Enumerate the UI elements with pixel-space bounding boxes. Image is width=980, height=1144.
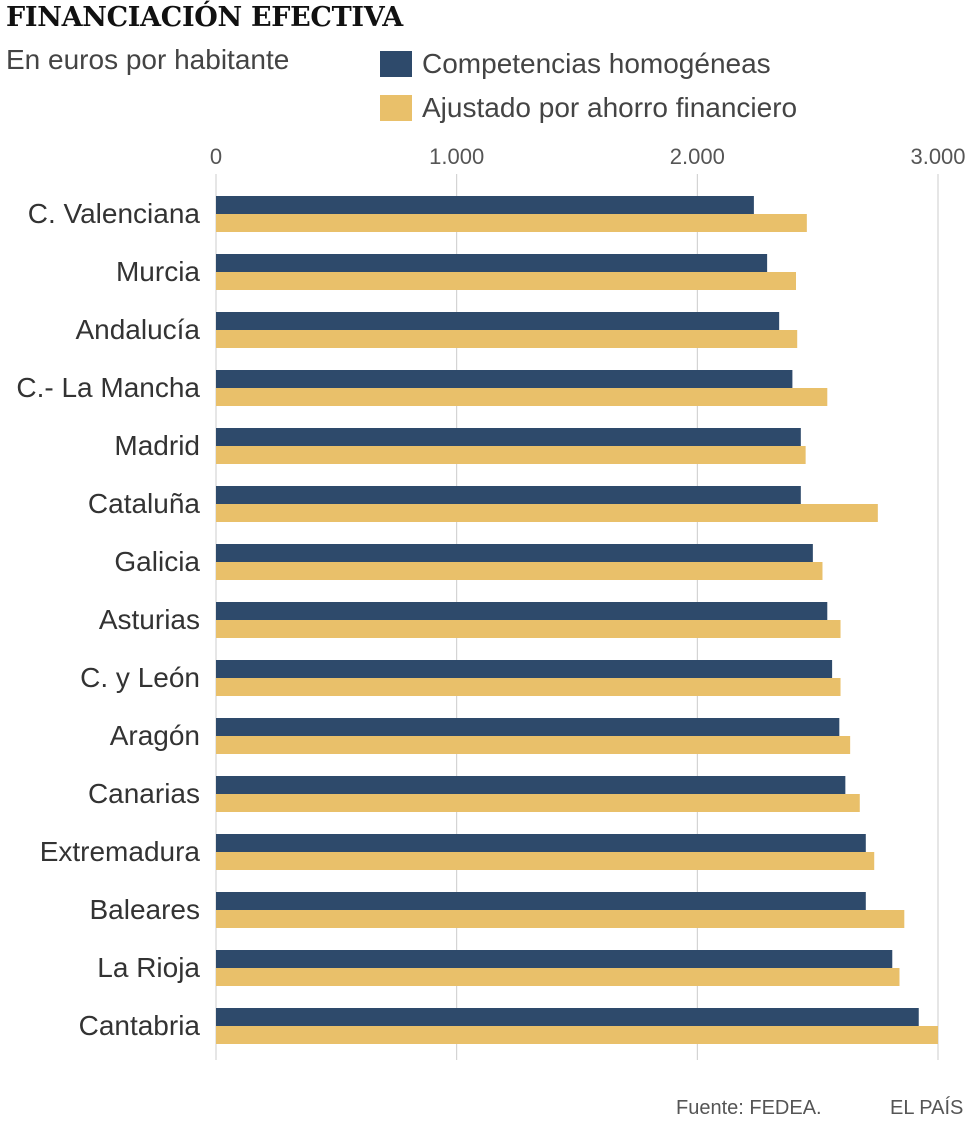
bar-0-3 — [216, 370, 793, 388]
bar-1-4 — [216, 446, 806, 464]
chart-title: FINANCIACIÓN EFECTIVA — [6, 2, 403, 33]
x-tick-label-1: 1.000 — [429, 144, 484, 169]
bar-0-12 — [216, 892, 866, 910]
bar-0-14 — [216, 1008, 919, 1026]
chart-subtitle: En euros por habitante — [6, 44, 290, 75]
category-label-9: Aragón — [110, 720, 200, 751]
bar-1-10 — [216, 794, 860, 812]
bar-1-2 — [216, 330, 798, 348]
category-label-2: Andalucía — [75, 314, 200, 345]
category-label-12: Baleares — [89, 894, 200, 925]
bar-0-2 — [216, 312, 780, 330]
bar-0-7 — [216, 602, 828, 620]
bar-1-6 — [216, 562, 823, 580]
bar-0-11 — [216, 834, 866, 852]
bar-0-10 — [216, 776, 846, 794]
bar-1-14 — [216, 1026, 938, 1044]
bar-0-5 — [216, 486, 801, 504]
bar-1-3 — [216, 388, 828, 406]
category-label-13: La Rioja — [97, 952, 200, 983]
bar-0-1 — [216, 254, 768, 272]
category-label-5: Cataluña — [88, 488, 201, 519]
legend-item-ajustado: Ajustado por ahorro financiero — [380, 86, 797, 130]
x-tick-label-3: 3.000 — [910, 144, 965, 169]
category-label-6: Galicia — [114, 546, 200, 577]
bar-1-5 — [216, 504, 878, 522]
bar-0-9 — [216, 718, 840, 736]
legend-item-competencias: Competencias homogéneas — [380, 42, 797, 86]
bar-1-12 — [216, 910, 905, 928]
legend-swatch-ajustado — [380, 95, 412, 121]
source-note: Fuente: FEDEA. — [676, 1097, 822, 1119]
x-tick-label-2: 2.000 — [670, 144, 725, 169]
bar-0-0 — [216, 196, 754, 214]
bar-1-9 — [216, 736, 851, 754]
category-label-14: Cantabria — [79, 1010, 201, 1041]
category-label-1: Murcia — [116, 256, 200, 287]
category-label-4: Madrid — [114, 430, 200, 461]
category-label-10: Canarias — [88, 778, 200, 809]
category-label-7: Asturias — [99, 604, 200, 635]
legend: Competencias homogéneas Ajustado por aho… — [380, 42, 797, 130]
legend-label-competencias: Competencias homogéneas — [422, 48, 771, 79]
category-label-11: Extremadura — [40, 836, 201, 867]
bar-0-4 — [216, 428, 801, 446]
bar-1-11 — [216, 852, 875, 870]
brand-credit: EL PAÍS — [890, 1097, 964, 1119]
category-label-0: C. Valenciana — [28, 198, 201, 229]
bar-1-8 — [216, 678, 841, 696]
bar-0-6 — [216, 544, 813, 562]
bar-0-8 — [216, 660, 833, 678]
legend-swatch-competencias — [380, 51, 412, 77]
bar-1-13 — [216, 968, 900, 986]
bar-1-7 — [216, 620, 841, 638]
bar-1-0 — [216, 214, 807, 232]
category-label-8: C. y León — [80, 662, 200, 693]
bar-1-1 — [216, 272, 797, 290]
legend-label-ajustado: Ajustado por ahorro financiero — [422, 92, 798, 123]
category-label-3: C.- La Mancha — [16, 372, 200, 403]
x-tick-label-0: 0 — [210, 144, 222, 169]
bar-0-13 — [216, 950, 893, 968]
